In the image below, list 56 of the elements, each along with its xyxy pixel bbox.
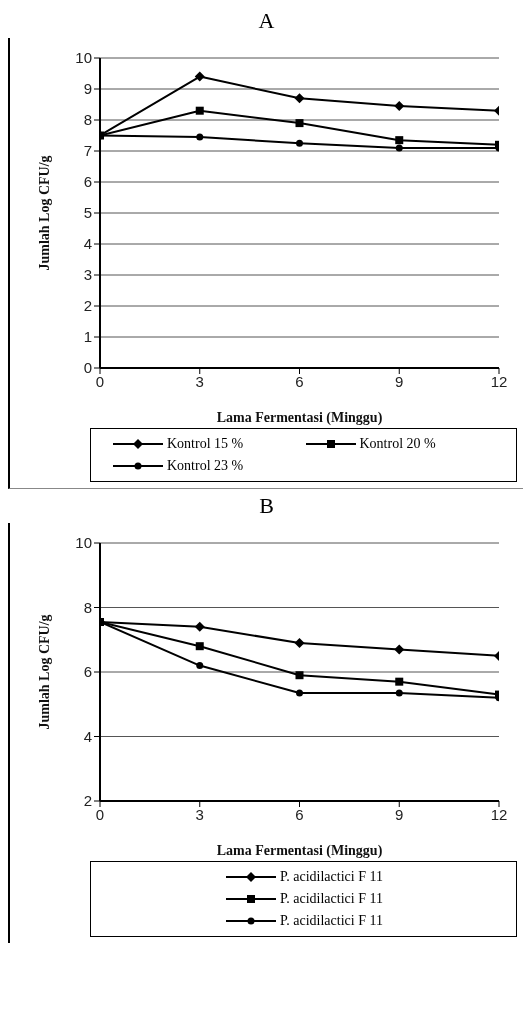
point xyxy=(295,119,304,128)
y-tick-label: 8 xyxy=(83,111,92,129)
y-tick-label: 6 xyxy=(83,663,92,681)
chart-title: B xyxy=(258,493,275,519)
point xyxy=(395,136,404,145)
x-tick-label: 0 xyxy=(95,372,105,390)
y-tick-label: 4 xyxy=(83,235,92,253)
x-tick-label: 9 xyxy=(395,805,404,823)
point xyxy=(395,689,403,697)
y-tick-label: 8 xyxy=(83,598,92,616)
y-tick-label: 4 xyxy=(83,727,92,745)
legend-label: P. acidilactici F 11 xyxy=(280,891,383,907)
legend-label: P. acidilactici F 11 xyxy=(280,869,383,885)
point xyxy=(394,644,405,655)
x-tick-label: 9 xyxy=(395,372,404,390)
x-axis-title: Lama Fermentasi (Minggu) xyxy=(216,843,383,859)
y-tick-label: 2 xyxy=(83,297,92,315)
y-tick-label: 6 xyxy=(83,173,92,191)
point xyxy=(194,71,205,82)
point xyxy=(295,671,304,680)
legend-label: Kontrol 15 % xyxy=(167,436,244,452)
legend-label: Kontrol 23 % xyxy=(167,458,244,474)
y-tick-label: 0 xyxy=(83,359,92,377)
y-axis-title: Jumlah Log CFU/g xyxy=(36,614,52,730)
point xyxy=(395,144,403,152)
chart-title: A xyxy=(257,8,276,34)
point xyxy=(196,133,204,141)
y-tick-label: 10 xyxy=(75,49,92,67)
x-tick-label: 12 xyxy=(490,805,508,823)
x-axis-title: Lama Fermentasi (Minggu) xyxy=(216,410,383,426)
point xyxy=(194,621,205,632)
x-tick-label: 3 xyxy=(195,805,204,823)
y-axis-title: Jumlah Log CFU/g xyxy=(36,155,52,271)
y-tick-label: 1 xyxy=(83,328,92,346)
point xyxy=(394,101,405,112)
legend-label: P. acidilactici F 11 xyxy=(280,913,383,929)
y-tick-label: 2 xyxy=(83,792,92,810)
y-tick-label: 3 xyxy=(83,266,92,284)
point xyxy=(196,662,204,670)
point xyxy=(296,139,303,147)
y-tick-label: 7 xyxy=(83,142,92,160)
x-tick-label: 6 xyxy=(295,805,304,823)
point xyxy=(296,689,303,697)
x-tick-label: 0 xyxy=(95,805,105,823)
point xyxy=(395,677,404,686)
x-tick-label: 12 xyxy=(490,372,508,390)
point xyxy=(294,637,305,648)
y-tick-label: 10 xyxy=(75,534,92,552)
x-tick-label: 3 xyxy=(195,372,204,390)
y-tick-label: 5 xyxy=(83,204,92,222)
x-tick-label: 6 xyxy=(295,372,304,390)
y-tick-label: 9 xyxy=(83,80,92,98)
point xyxy=(195,106,204,115)
legend-label: Kontrol 20 % xyxy=(359,436,436,452)
point xyxy=(294,93,305,104)
point xyxy=(195,642,204,651)
